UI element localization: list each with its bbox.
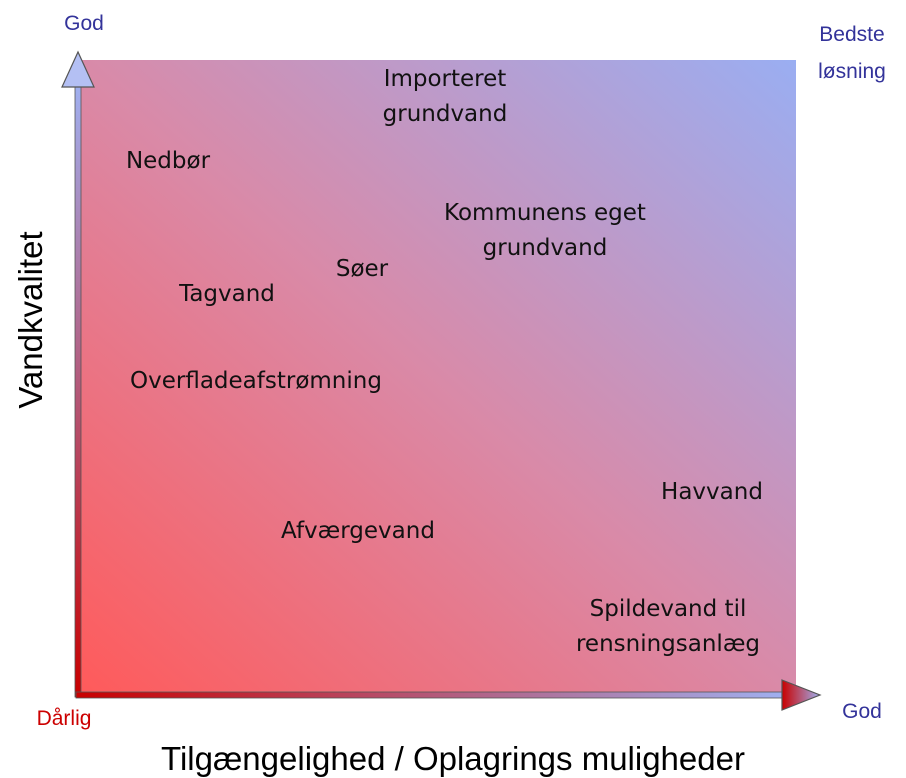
y-bottom-label: Dårlig bbox=[37, 707, 92, 730]
node-label: Kommunens eget bbox=[444, 200, 646, 226]
node-label: Søer bbox=[336, 256, 389, 282]
node-label: Nedbør bbox=[126, 148, 211, 174]
x-title: Tilgængelighed / Oplagrings muligheder bbox=[161, 740, 745, 777]
node-label: Importeret bbox=[384, 66, 507, 92]
corner-label: løsning bbox=[818, 60, 886, 83]
node-label: Havvand bbox=[661, 479, 763, 505]
corner-label: Bedste bbox=[819, 23, 884, 46]
y-title: Vandkvalitet bbox=[12, 231, 49, 408]
y-top-label: God bbox=[64, 12, 104, 35]
y-axis bbox=[74, 84, 82, 698]
node-label: grundvand bbox=[483, 235, 608, 261]
quadrant bbox=[78, 60, 796, 695]
x-arrowhead bbox=[781, 679, 822, 711]
x-right-label: God bbox=[842, 700, 882, 723]
y-arrowhead bbox=[61, 50, 95, 88]
node-label: grundvand bbox=[383, 101, 508, 127]
node-label: Overfladeafstrømning bbox=[130, 368, 382, 394]
node-label: Spildevand til bbox=[590, 596, 747, 622]
x-axis bbox=[75, 691, 785, 699]
node-label: rensningsanlæg bbox=[576, 631, 760, 657]
node-label: Afværgevand bbox=[281, 518, 435, 544]
node-label: Tagvand bbox=[178, 281, 275, 307]
